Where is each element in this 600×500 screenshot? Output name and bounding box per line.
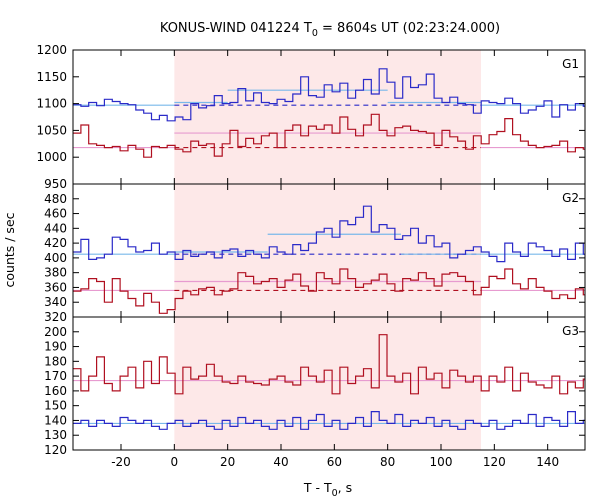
y-tick-label: 460 bbox=[44, 207, 67, 221]
shaded-interval bbox=[174, 50, 482, 184]
x-tick-label: 100 bbox=[430, 455, 453, 469]
lightcurve-series-1 bbox=[73, 68, 585, 122]
y-tick-label: 1050 bbox=[36, 123, 67, 137]
y-tick-label: 360 bbox=[44, 280, 67, 294]
shaded-interval bbox=[174, 317, 482, 450]
y-tick-label: 400 bbox=[44, 251, 67, 265]
panel-label: G3 bbox=[562, 324, 579, 338]
y-tick-label: 380 bbox=[44, 266, 67, 280]
x-tick-label: -20 bbox=[111, 455, 131, 469]
panel-label: G1 bbox=[562, 57, 579, 71]
lightcurve-series-1 bbox=[73, 334, 585, 395]
y-tick-label: 1200 bbox=[36, 43, 67, 57]
panel-label: G2 bbox=[562, 191, 579, 205]
y-tick-label: 160 bbox=[44, 384, 67, 398]
panel-g1: 950 1000 1050 1100 1150 1200 G1 bbox=[36, 43, 586, 191]
lightcurve-series-2 bbox=[73, 411, 585, 430]
x-tick-label: 120 bbox=[483, 455, 506, 469]
x-tick-label: 20 bbox=[220, 455, 235, 469]
y-tick-label: 190 bbox=[44, 340, 67, 354]
lightcurve-series-1 bbox=[73, 205, 585, 263]
y-tick-label: 440 bbox=[44, 221, 67, 235]
y-tick-label: 180 bbox=[44, 354, 67, 368]
y-tick-label: 170 bbox=[44, 369, 67, 383]
y-tick-label: 1100 bbox=[36, 97, 67, 111]
lightcurve-series-2 bbox=[73, 268, 585, 314]
x-axis-label: T - T0, s bbox=[303, 480, 352, 499]
x-tick-label: 40 bbox=[273, 455, 288, 469]
x-tick-label: 140 bbox=[536, 455, 559, 469]
y-tick-label: 950 bbox=[44, 177, 67, 191]
shaded-interval bbox=[174, 184, 482, 317]
y-tick-label: 200 bbox=[44, 325, 67, 339]
y-tick-label: 1000 bbox=[36, 150, 67, 164]
plot-area bbox=[73, 205, 585, 314]
chart-title: KONUS-WIND 041224 T0 = 8604s UT (02:23:2… bbox=[160, 21, 500, 39]
y-tick-label: 1150 bbox=[36, 70, 67, 84]
y-tick-label: 130 bbox=[44, 428, 67, 442]
y-tick-label: 140 bbox=[44, 413, 67, 427]
y-tick-label: 320 bbox=[44, 310, 67, 324]
y-tick-label: 340 bbox=[44, 295, 67, 309]
y-tick-label: 480 bbox=[44, 192, 67, 206]
panel-frame bbox=[72, 316, 586, 451]
x-tick-label: 60 bbox=[327, 455, 342, 469]
y-axis-label: counts / sec bbox=[2, 212, 17, 287]
lightcurve-series-2 bbox=[73, 113, 585, 158]
plot-area bbox=[73, 334, 585, 430]
y-tick-label: 120 bbox=[44, 443, 67, 457]
x-tick-label: 0 bbox=[171, 455, 179, 469]
x-tick-label: 80 bbox=[380, 455, 395, 469]
plot-area bbox=[73, 68, 585, 158]
y-tick-label: 150 bbox=[44, 399, 67, 413]
y-tick-label: 420 bbox=[44, 236, 67, 250]
